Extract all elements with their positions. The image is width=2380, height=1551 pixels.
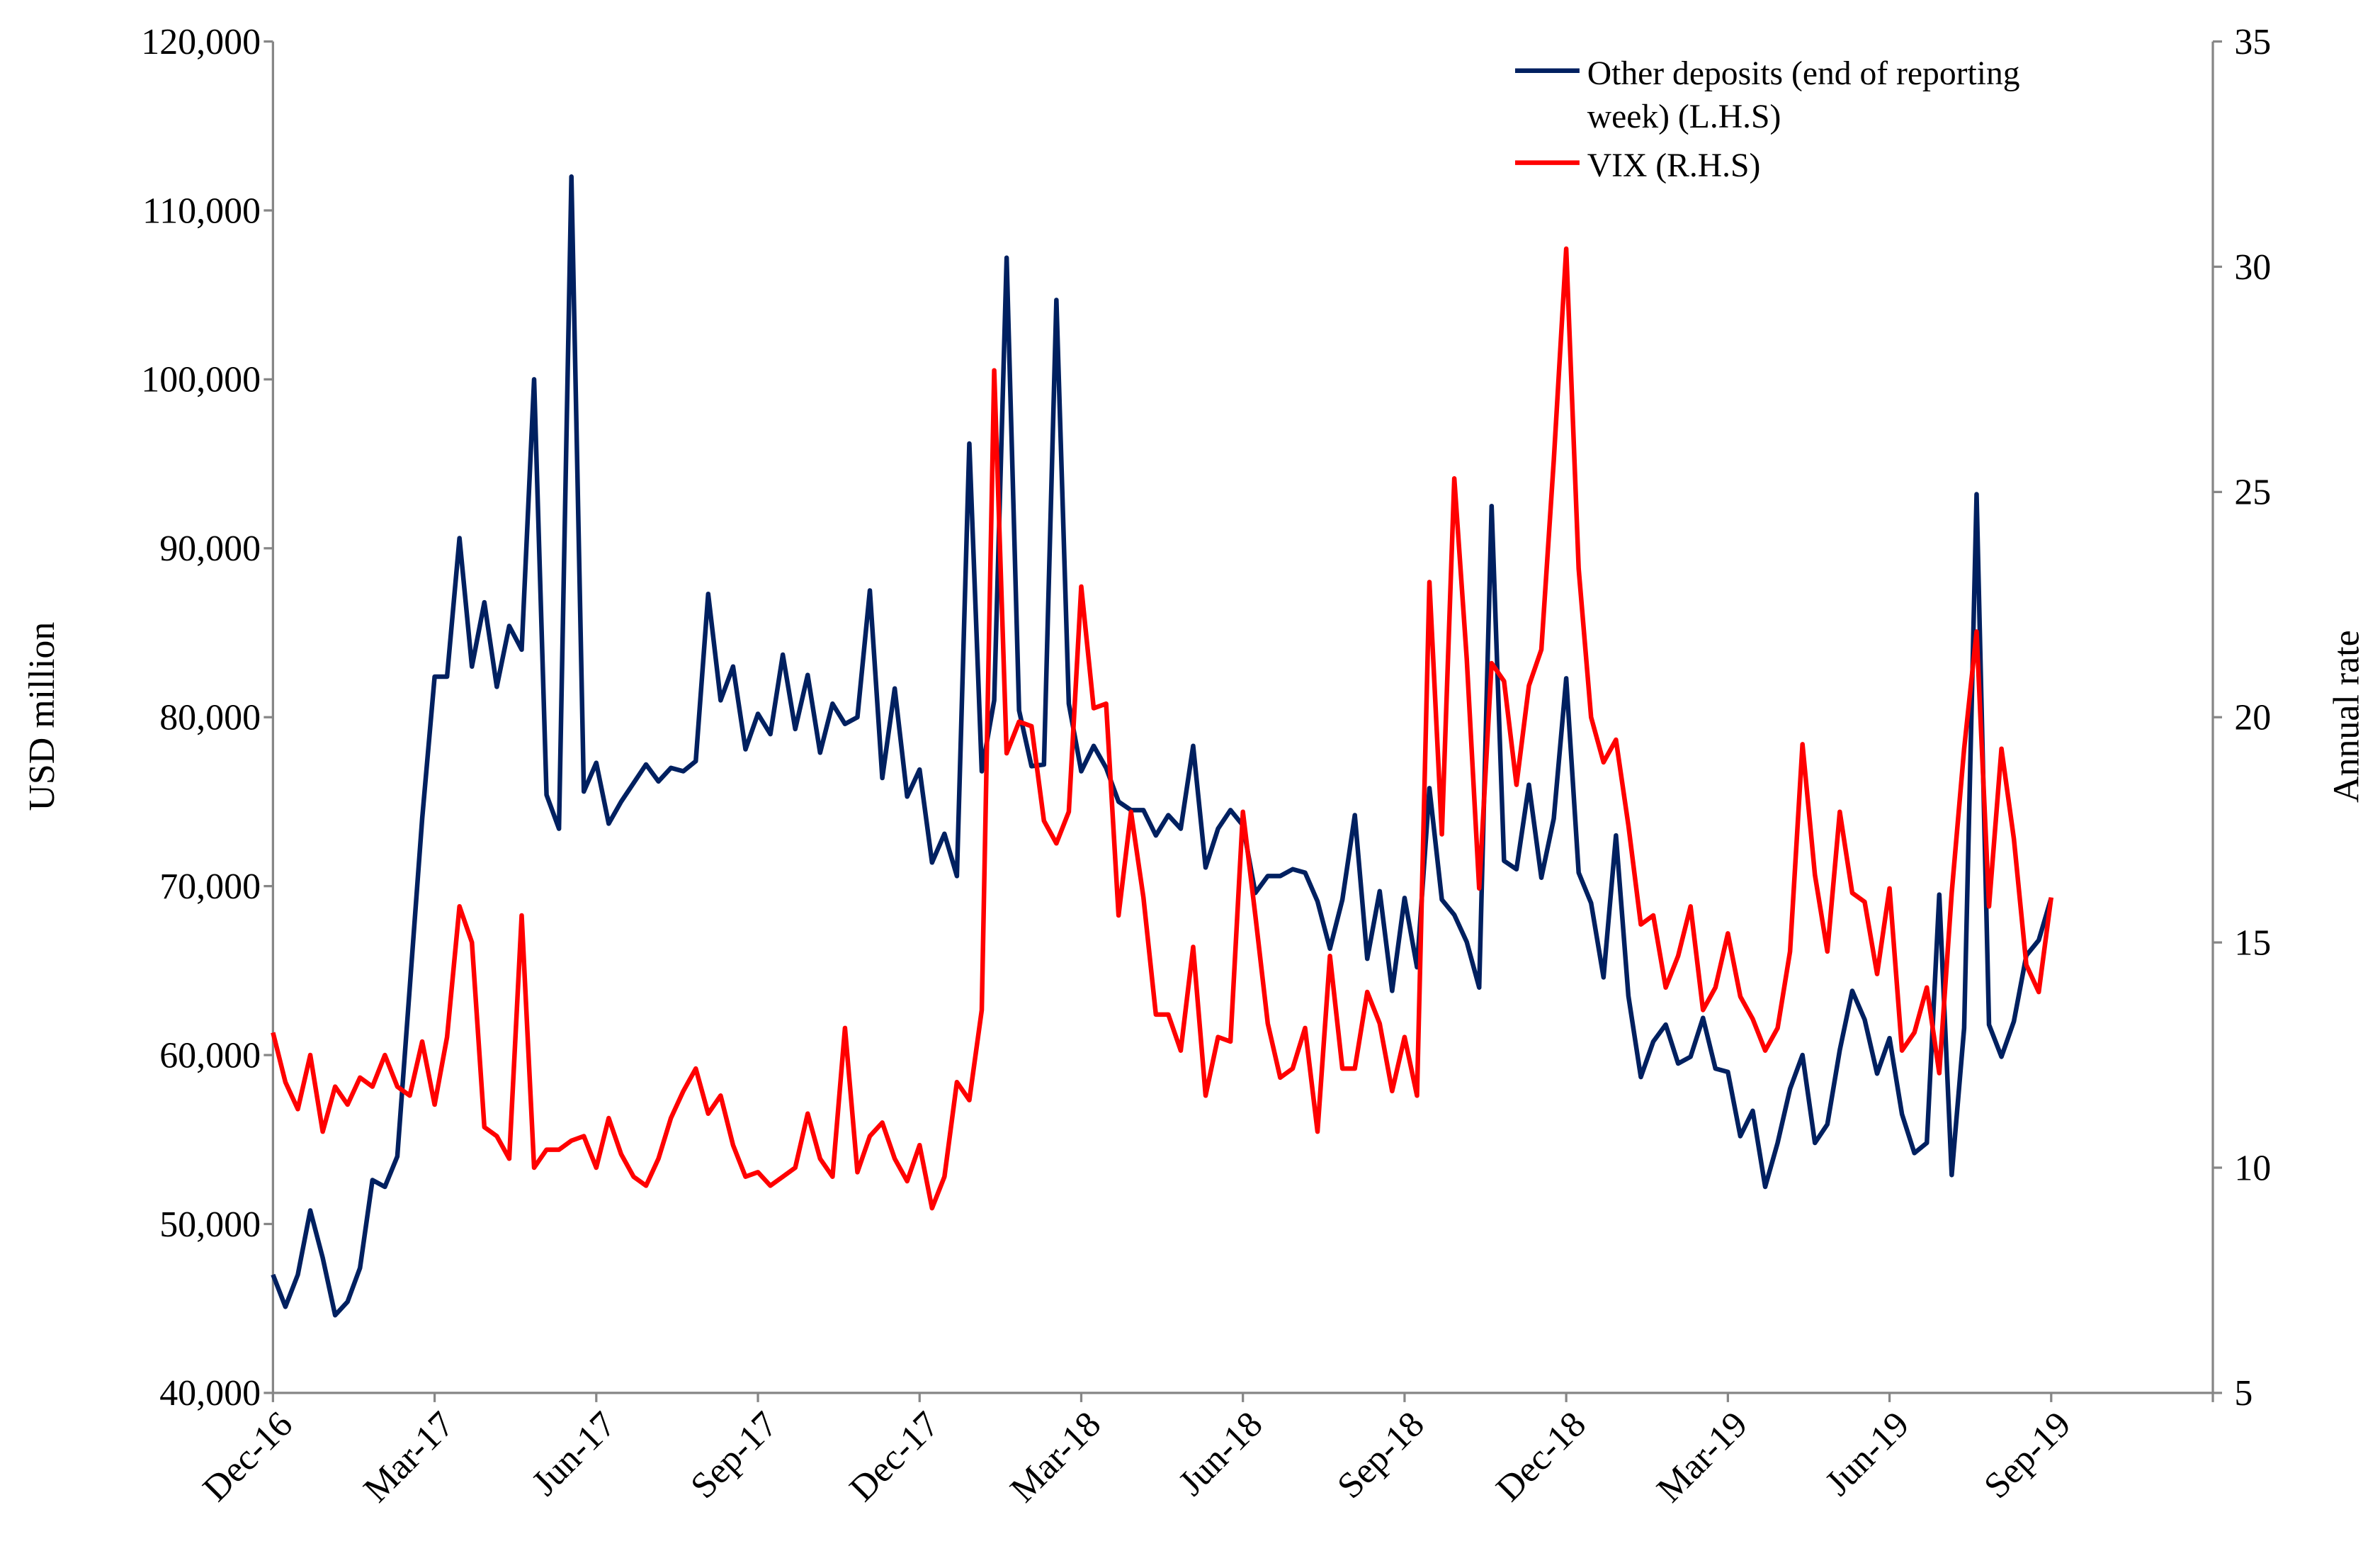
y-tick-label-right: 30 [2234,247,2271,288]
y-tick-label-right: 20 [2234,698,2271,738]
y-tick-label-left: 70,000 [159,867,261,907]
legend-label-vix: VIX (R.H.S) [1587,147,1761,184]
legend-label-deposits-line1: Other deposits (end of reporting [1587,55,2020,92]
x-tick-label: Mar-18 [1003,1404,1109,1511]
y-tick-label-left: 90,000 [159,529,261,569]
x-tick-label: Jun-19 [1818,1404,1917,1504]
series-line-vix [271,246,2054,1211]
x-tick-label: Mar-19 [1649,1404,1755,1511]
series-group [271,174,2054,1318]
y-tick-label-left: 50,000 [159,1205,261,1245]
legend: Other deposits (end of reporting week) (… [1514,55,2020,184]
x-tick-label: Sep-19 [1976,1404,2078,1506]
y-tick-label-right: 15 [2234,923,2271,963]
y-tick-label-right: 5 [2234,1373,2252,1414]
x-tick-label: Mar-17 [356,1404,463,1511]
y-tick-label-right: 25 [2234,473,2271,513]
y-tick-label-left: 60,000 [159,1035,261,1076]
y-tick-label-right: 10 [2234,1148,2271,1188]
y-tick-label-left: 80,000 [159,698,261,738]
y-tick-label-left: 110,000 [142,191,261,231]
series-line-other-deposits [271,174,2053,1318]
x-tick-label: Dec-16 [196,1404,300,1509]
y-tick-label-right: 35 [2234,22,2271,62]
x-tick-label: Sep-17 [683,1404,785,1506]
y-tick-label-left: 120,000 [141,22,261,62]
x-tick-label: Dec-17 [842,1404,947,1509]
x-tick-label: Jun-17 [524,1404,623,1504]
y-tick-label-left: 100,000 [141,360,261,400]
legend-label-deposits-line2: week) (L.H.S) [1587,98,1781,135]
y-axis-left-label: USD million [22,622,62,811]
y-tick-label-left: 40,000 [159,1373,261,1414]
axes: 40,000 50,000 60,000 70,000 80,000 90,000 100,… [141,22,2271,1511]
y-axis-right-label: Annual rate [2327,630,2367,803]
x-tick-label: Jun-18 [1171,1404,1270,1504]
x-tick-label: Dec-18 [1489,1404,1594,1509]
x-tick-label: Sep-18 [1330,1404,1432,1506]
